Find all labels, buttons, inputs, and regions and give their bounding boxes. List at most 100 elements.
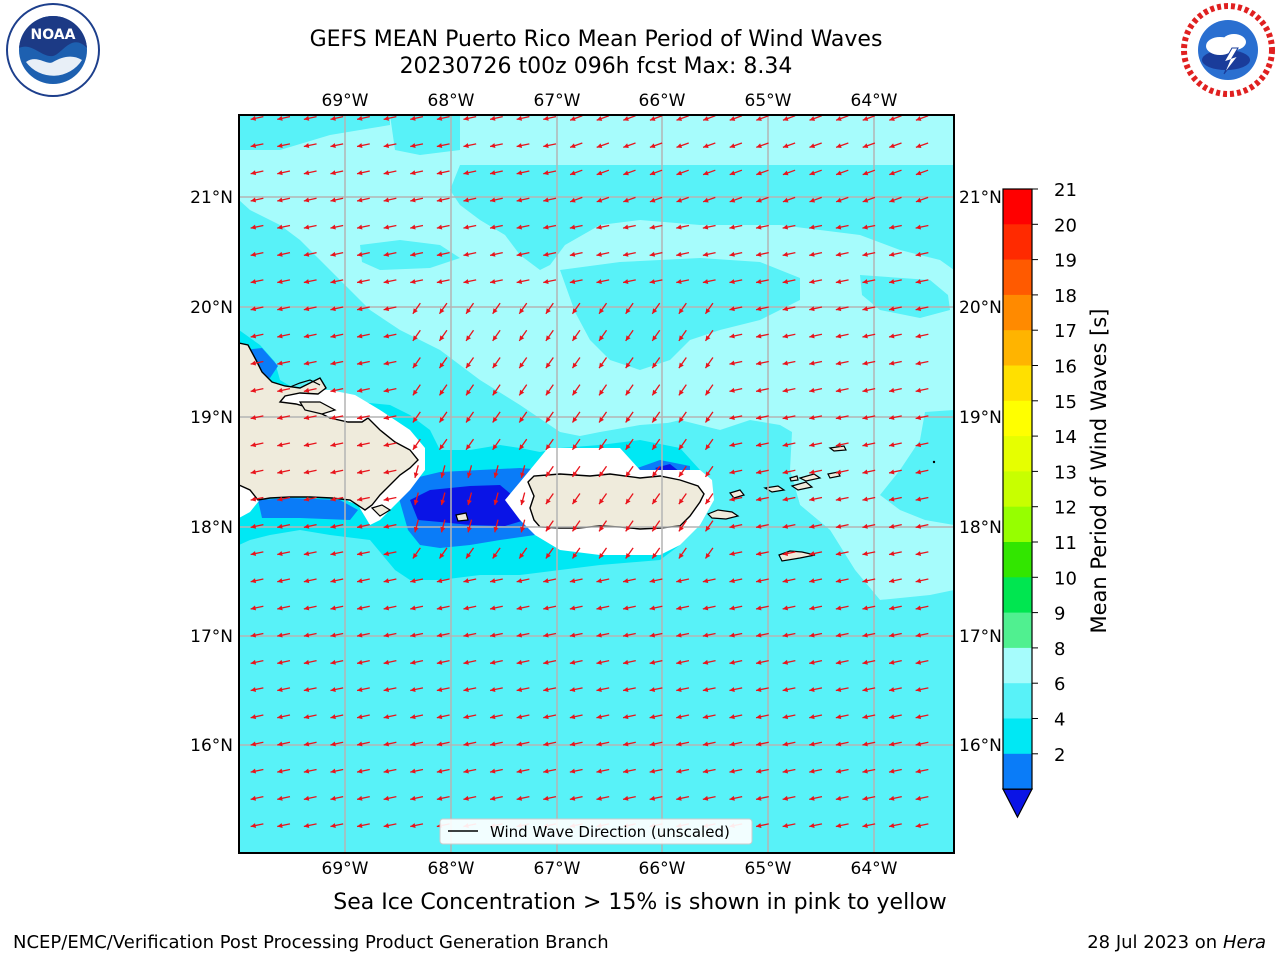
wind-arrow bbox=[755, 823, 769, 828]
wind-arrow bbox=[330, 360, 344, 366]
wind-arrow bbox=[678, 493, 687, 505]
wind-arrow bbox=[888, 469, 902, 475]
wind-arrow bbox=[915, 523, 929, 529]
wind-arrow bbox=[330, 741, 344, 747]
wind-arrow bbox=[356, 333, 370, 339]
wind-arrow bbox=[809, 523, 823, 529]
wind-arrow bbox=[625, 411, 634, 423]
wind-arrow bbox=[596, 169, 610, 176]
wind-arrow bbox=[915, 333, 929, 339]
wind-arrow bbox=[438, 302, 448, 315]
wind-arrow bbox=[277, 360, 291, 366]
colorbar-tick-label: 4 bbox=[1054, 710, 1065, 731]
wind-arrow bbox=[702, 659, 716, 665]
wind-arrow bbox=[596, 224, 610, 230]
wind-arrow bbox=[277, 795, 291, 801]
wind-arrow bbox=[383, 170, 397, 176]
wind-arrow bbox=[704, 357, 714, 369]
wind-arrow bbox=[410, 578, 424, 584]
wind-arrow bbox=[356, 632, 370, 638]
wind-arrow bbox=[412, 384, 421, 396]
wind-arrow bbox=[862, 823, 876, 828]
wind-arrow bbox=[492, 329, 501, 342]
wind-arrow bbox=[356, 687, 370, 692]
wind-arrow bbox=[651, 438, 661, 451]
wind-arrow bbox=[704, 411, 714, 423]
wind-arrow bbox=[729, 768, 743, 774]
colorbar-bin bbox=[1003, 294, 1032, 331]
wind-arrow bbox=[303, 387, 317, 393]
wind-arrow bbox=[466, 465, 473, 479]
wind-arrow bbox=[835, 387, 849, 393]
wind-arrow bbox=[356, 795, 370, 801]
lat-label-left: 18°N bbox=[190, 518, 233, 538]
wind-arrow bbox=[888, 279, 902, 284]
wind-arrow bbox=[888, 768, 902, 774]
wind-arrow bbox=[835, 224, 849, 230]
wind-arrow bbox=[862, 687, 876, 692]
wind-arrow bbox=[782, 795, 796, 801]
wind-arrow bbox=[704, 438, 714, 451]
wind-arrow bbox=[889, 196, 902, 203]
wind-arrow bbox=[782, 496, 796, 502]
lat-label-left: 17°N bbox=[190, 627, 233, 647]
wind-arrow bbox=[356, 578, 370, 584]
wind-arrow bbox=[649, 115, 663, 121]
wind-arrow bbox=[569, 224, 583, 230]
wind-arrow bbox=[729, 251, 743, 257]
wind-arrow bbox=[571, 547, 581, 559]
wind-arrow bbox=[250, 387, 264, 393]
wind-arrow bbox=[862, 142, 876, 149]
wind-arrow bbox=[862, 196, 876, 203]
wind-arrow bbox=[729, 523, 743, 529]
wind-arrow bbox=[489, 115, 503, 121]
wind-arrow bbox=[729, 224, 743, 230]
wind-arrow bbox=[383, 387, 397, 393]
wind-arrow bbox=[729, 415, 743, 420]
wind-arrow bbox=[410, 251, 424, 257]
wind-arrow bbox=[303, 823, 317, 828]
wind-arrow bbox=[438, 411, 448, 423]
wind-arrow bbox=[303, 224, 317, 230]
wind-arrow bbox=[356, 251, 370, 257]
wind-arrow bbox=[250, 523, 264, 529]
wind-arrow bbox=[862, 551, 876, 556]
wind-arrow bbox=[356, 523, 370, 529]
colorbar-tick-label: 20 bbox=[1054, 215, 1077, 236]
wind-arrow bbox=[678, 547, 687, 559]
wind-arrow bbox=[436, 741, 450, 747]
wind-arrow bbox=[835, 523, 849, 529]
lon-label-bottom: 69°W bbox=[322, 859, 369, 879]
map-legend: Wind Wave Direction (unscaled) bbox=[439, 818, 753, 845]
wind-arrow bbox=[649, 687, 663, 692]
wind-arrow bbox=[383, 523, 397, 529]
wind-arrow bbox=[436, 795, 450, 801]
wind-arrow bbox=[649, 741, 663, 747]
wind-arrow bbox=[463, 605, 477, 611]
colorbar-tick-label: 15 bbox=[1054, 392, 1077, 413]
wind-arrow bbox=[862, 659, 876, 665]
wind-arrow bbox=[545, 438, 554, 451]
wind-arrow bbox=[676, 279, 690, 284]
colorbar-tick-label: 17 bbox=[1054, 321, 1077, 342]
wind-arrow bbox=[518, 547, 528, 559]
wind-arrow bbox=[651, 384, 661, 396]
wind-arrow bbox=[915, 387, 929, 393]
wind-arrow bbox=[676, 687, 690, 692]
wind-arrow bbox=[518, 357, 528, 369]
wind-arrow bbox=[702, 115, 716, 121]
wind-arrow bbox=[383, 143, 397, 148]
wind-arrow bbox=[383, 279, 397, 284]
footer-credit: NCEP/EMC/Verification Post Processing Pr… bbox=[13, 932, 609, 953]
wind-arrow bbox=[651, 493, 661, 505]
wind-arrow bbox=[410, 795, 424, 801]
wind-arrow bbox=[277, 333, 291, 339]
wind-arrow bbox=[596, 605, 610, 611]
wind-arrow bbox=[516, 714, 530, 720]
wind-arrow bbox=[835, 632, 849, 638]
wind-arrow bbox=[543, 279, 557, 284]
land-puerto-rico bbox=[527, 473, 705, 530]
wind-arrow bbox=[412, 411, 421, 423]
wind-arrow bbox=[410, 632, 424, 638]
